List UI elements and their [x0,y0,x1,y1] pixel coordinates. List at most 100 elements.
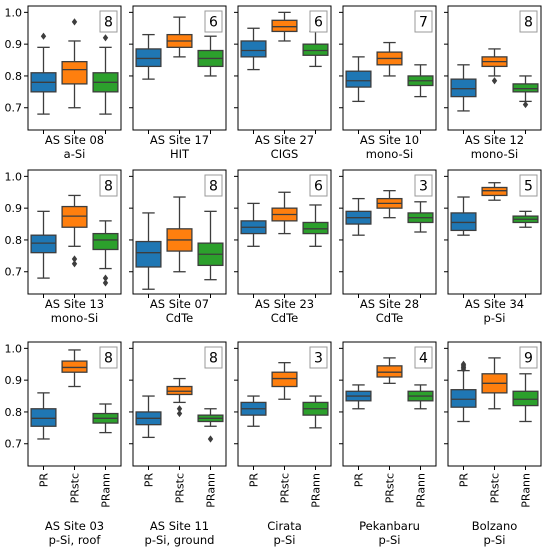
y-tick-label: 0.7 [5,266,23,279]
box-prann [197,408,224,443]
count-badge [204,346,223,369]
box-body [30,234,57,254]
outlier-point [71,18,78,26]
x-tick-label: PR [143,473,156,488]
panel-title: AS Site 13 [45,297,104,311]
count-badge-text: 8 [524,15,533,31]
count-badge [204,10,223,33]
outlier-point [102,274,109,282]
box-body [345,70,372,88]
outlier-point [522,100,529,109]
count-badge-text: 4 [419,351,428,367]
x-tick-label: PRstc [69,473,82,503]
panel-subtitle: p-Si [484,533,506,547]
box-prstc [271,191,298,235]
box-prstc [481,48,508,85]
box-pr [450,360,477,423]
panel-subtitle: p-Si, ground [145,533,215,547]
count-badge-text: 8 [209,351,218,367]
panel-subtitle: CdTe [271,311,298,325]
box-prann [92,220,119,287]
x-tick-label: PR [353,473,366,488]
panel-subtitle: p-Si [379,533,401,547]
box-body [240,40,267,58]
box-body [450,212,477,232]
y-tick-label: 0.7 [5,102,23,115]
count-badge-text: 5 [524,179,533,195]
box-prstc [376,190,403,219]
count-badge-text: 3 [314,351,323,367]
x-tick-label: PR [458,473,471,488]
count-badge-text: 6 [314,15,323,31]
box-body [450,389,477,408]
count-badge-text: 9 [524,351,533,367]
box-prann [302,395,329,429]
box-pr [450,64,477,112]
box-body [30,408,57,427]
box-body [302,221,329,235]
box-pr [450,196,477,236]
box-pr [30,392,57,440]
panel-title: AS Site 11 [150,519,209,533]
panel-subtitle: mono-Si [51,311,98,325]
panel-subtitle: CdTe [376,311,403,325]
panel-subtitle: CIGS [271,147,299,161]
box-body [92,232,119,251]
box-body [512,390,539,407]
box-body [302,43,329,56]
box-pr [345,384,372,410]
box-prstc [166,196,193,273]
x-tick-label: PR [38,473,51,488]
y-tick-label: 1.0 [5,170,23,183]
panel-title: Bolzano [472,519,518,533]
box-prstc [61,194,88,268]
count-badge-text: 8 [209,179,218,195]
box-prann [302,30,329,68]
outlier-point [71,255,78,263]
panel-10: 5 AS Site 34p-Si [444,169,542,325]
count-badge [309,10,328,33]
box-prann [92,403,119,434]
x-tick-label: PR [248,473,261,488]
outlier-point [102,34,109,42]
box-prstc [61,18,88,109]
box-prstc [481,182,508,201]
x-tick-label: PRstc [489,473,502,503]
box-body [61,360,88,373]
panel-subtitle: p-Si [274,533,296,547]
outlier-point [176,409,183,418]
count-badge [99,346,118,369]
count-badge-text: 6 [209,15,218,31]
panel-11: 1.0 0.9 0.8 0.7 PR PRstc PRann 8 AS Site 03p-Si,… [5,341,122,547]
panel-subtitle: HIT [170,147,190,161]
box-body [481,186,508,197]
panel-title: AS Site 08 [45,133,104,147]
panel-subtitle: mono-Si [471,147,518,161]
panel-title: AS Site 27 [255,133,314,147]
panel-title: Pekanbaru [359,519,420,533]
outlier-point [176,405,183,413]
box-pr [240,395,267,427]
outlier-point [207,435,214,443]
box-pr [30,32,57,115]
box-prstc [166,377,193,418]
box-body [376,365,403,378]
panel-title: AS Site 28 [360,297,419,311]
count-badge [414,10,433,33]
y-tick-label: 1.0 [5,342,23,355]
box-body [135,48,162,68]
box-prann [302,204,329,247]
count-badge [414,174,433,197]
outlier-point [491,77,498,85]
panel-title: AS Site 10 [360,133,419,147]
panel-title: AS Site 03 [45,519,104,533]
count-badge-text: 8 [104,179,113,195]
panel-subtitle: CdTe [166,311,193,325]
count-badge [519,346,538,369]
